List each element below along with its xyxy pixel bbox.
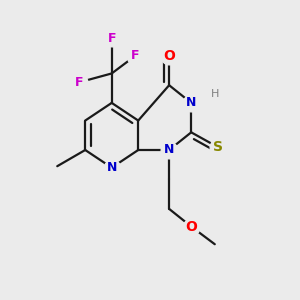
Text: N: N [164, 143, 174, 157]
Text: H: H [211, 89, 219, 99]
Text: O: O [185, 220, 197, 234]
Text: O: O [163, 49, 175, 63]
Text: N: N [186, 96, 196, 110]
Text: F: F [131, 49, 140, 62]
Text: S: S [213, 140, 223, 154]
Text: F: F [107, 32, 116, 45]
Text: N: N [106, 161, 117, 174]
Text: F: F [75, 76, 84, 89]
